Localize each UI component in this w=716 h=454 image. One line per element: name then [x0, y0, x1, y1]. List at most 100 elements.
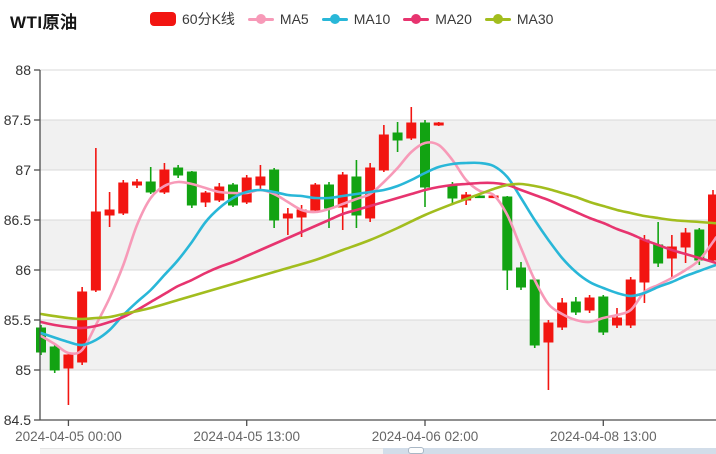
candle-body — [337, 174, 348, 208]
y-axis-label: 87.5 — [4, 112, 31, 128]
candle-body — [653, 244, 664, 264]
legend-item-kline[interactable]: 60分K线 — [150, 9, 235, 29]
y-axis-label: 86 — [15, 262, 31, 278]
candle[interactable] — [612, 308, 622, 328]
x-axis-label: 2024-04-06 02:00 — [372, 429, 479, 444]
datazoom-slider-selection[interactable] — [383, 448, 716, 454]
candle-body — [612, 317, 622, 326]
y-axis-label: 84.5 — [4, 412, 31, 428]
candle[interactable] — [378, 125, 389, 172]
candle-body — [516, 267, 526, 288]
candle[interactable] — [433, 122, 444, 126]
candle[interactable] — [118, 180, 129, 215]
candle-body — [433, 122, 444, 126]
candle[interactable] — [625, 277, 636, 328]
candle[interactable] — [36, 325, 46, 355]
candle[interactable] — [241, 175, 252, 204]
ma10-line[interactable] — [39, 161, 716, 347]
x-axis-label: 2024-04-08 13:00 — [550, 429, 657, 444]
datazoom-slider-track[interactable] — [40, 448, 716, 454]
y-axis-label: 86.5 — [4, 212, 31, 228]
split-area-band — [40, 120, 716, 170]
candle-body — [420, 122, 430, 188]
candle[interactable] — [200, 191, 211, 207]
legend-item-ma5[interactable]: MA5 — [247, 11, 309, 27]
candle-body — [49, 346, 60, 371]
candle-body — [598, 296, 609, 333]
candle-body — [584, 297, 595, 311]
y-axis-label: 85 — [15, 362, 31, 378]
candle-body — [159, 169, 170, 193]
candle-body — [529, 279, 540, 346]
ma10-line-icon — [321, 12, 348, 26]
candle[interactable] — [132, 179, 142, 188]
y-axis-label: 85.5 — [4, 312, 31, 328]
x-axis-label: 2024-04-05 13:00 — [193, 429, 300, 444]
ma5-line[interactable] — [39, 141, 716, 356]
candle[interactable] — [392, 122, 403, 152]
page-title: WTI原油 — [10, 13, 78, 32]
candle[interactable] — [584, 295, 595, 313]
candle-body — [104, 209, 115, 216]
candle-body — [90, 211, 101, 291]
split-area-band — [40, 220, 716, 270]
candle[interactable] — [337, 172, 348, 230]
ma20-line[interactable] — [39, 181, 716, 330]
candle[interactable] — [570, 297, 581, 315]
candle-body — [186, 171, 197, 206]
candle-body — [502, 196, 513, 271]
candle-body — [625, 279, 636, 326]
candle-body — [680, 232, 691, 248]
candle-body — [570, 301, 581, 313]
candle[interactable] — [680, 228, 691, 263]
ma30-line[interactable] — [39, 182, 716, 321]
candle-body — [36, 327, 46, 353]
candle-body — [351, 176, 362, 216]
candle-body — [145, 181, 156, 193]
candle-body — [447, 184, 458, 199]
candle[interactable] — [145, 167, 156, 194]
candle-body — [378, 134, 389, 171]
candle[interactable] — [269, 168, 280, 228]
candle[interactable] — [282, 208, 293, 235]
candle[interactable] — [255, 165, 266, 190]
ma30-line-icon — [484, 12, 511, 26]
candle[interactable] — [516, 262, 526, 290]
candle[interactable] — [598, 295, 609, 335]
ma5-line-icon — [247, 12, 274, 26]
legend: 60分K线 MA5 MA10 MA20 MA30 — [150, 9, 553, 29]
candle[interactable] — [159, 163, 170, 194]
candle-body — [255, 176, 266, 186]
legend-item-ma30[interactable]: MA30 — [484, 11, 554, 27]
candle[interactable] — [173, 165, 184, 178]
legend-label-kline: 60分K线 — [182, 11, 235, 27]
legend-label-ma20: MA20 — [435, 11, 472, 27]
candle[interactable] — [104, 192, 115, 227]
candle-body — [282, 213, 293, 219]
candle[interactable] — [420, 120, 430, 207]
candle-body — [639, 239, 650, 283]
legend-item-ma20[interactable]: MA20 — [403, 11, 472, 27]
candle[interactable] — [708, 190, 716, 262]
datazoom-slider-handle[interactable] — [408, 447, 424, 454]
legend-label-ma30: MA30 — [516, 11, 554, 27]
candle[interactable] — [406, 107, 417, 140]
kline-swatch-icon — [150, 12, 176, 26]
candle[interactable] — [186, 171, 197, 208]
x-axis-label: 2024-04-05 00:00 — [15, 429, 122, 444]
y-axis-label: 88 — [15, 62, 31, 78]
candle[interactable] — [49, 343, 60, 373]
legend-label-ma10: MA10 — [353, 11, 391, 27]
candle[interactable] — [63, 352, 74, 405]
legend-item-ma10[interactable]: MA10 — [321, 11, 391, 27]
candle[interactable] — [543, 320, 554, 390]
candle-body — [392, 132, 403, 141]
ma20-line-icon — [403, 12, 430, 26]
candle-body — [132, 181, 142, 186]
candle[interactable] — [502, 196, 513, 290]
candle[interactable] — [90, 148, 101, 292]
legend-label-ma5: MA5 — [279, 11, 309, 27]
y-axis-label: 87 — [15, 162, 31, 178]
